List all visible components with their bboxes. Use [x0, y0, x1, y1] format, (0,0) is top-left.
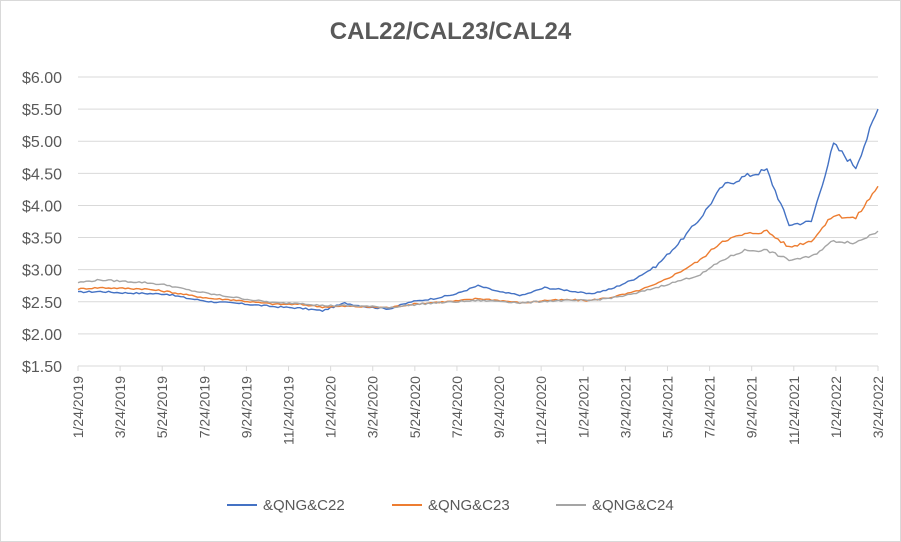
- y-tick-label: $4.00: [22, 198, 62, 215]
- legend-label: &QNG&C24: [592, 497, 674, 514]
- y-tick-label: $4.50: [22, 166, 62, 183]
- x-tick-label: 3/24/2021: [617, 376, 633, 438]
- y-tick-label: $5.00: [22, 134, 62, 151]
- legend: &QNG&C22 &QNG&C23 &QNG&C24: [227, 497, 674, 514]
- x-tick-label: 5/24/2020: [407, 376, 423, 438]
- x-tick-label: 7/24/2020: [449, 376, 465, 438]
- x-axis-ticks: 1/24/2019 3/24/2019 5/24/2019 7/24/2019 9/24…: [70, 376, 886, 445]
- x-tick-label: 7/24/2019: [196, 376, 212, 438]
- x-tick-label: 3/24/2020: [365, 376, 381, 438]
- x-tick-label: 9/24/2020: [491, 376, 507, 438]
- x-tick-label: 9/24/2021: [744, 376, 760, 438]
- x-tick-label: 11/24/2021: [786, 376, 802, 445]
- gridlines: [77, 76, 879, 371]
- series-lines: [77, 108, 879, 312]
- x-tick-label: 9/24/2019: [238, 376, 254, 438]
- y-tick-label: $5.50: [22, 102, 62, 119]
- y-tick-label: $3.50: [22, 231, 62, 248]
- x-tick-label: 5/24/2021: [659, 376, 675, 438]
- x-tick-label: 5/24/2019: [154, 376, 170, 438]
- x-tick-label: 3/24/2019: [112, 376, 128, 438]
- x-tick-label: 11/24/2020: [533, 376, 549, 445]
- y-tick-label: $2.00: [22, 327, 62, 344]
- series-line: [77, 185, 879, 309]
- x-tick-label: 1/24/2020: [323, 376, 339, 438]
- series-line: [77, 108, 879, 312]
- x-tick-label: 3/24/2022: [870, 376, 886, 438]
- y-tick-label: $6.00: [22, 70, 62, 87]
- chart-title: CAL22/CAL23/CAL24: [329, 18, 572, 45]
- legend-label: &QNG&C23: [428, 497, 510, 514]
- x-tick-label: 1/24/2021: [575, 376, 591, 438]
- x-tick-label: 11/24/2019: [281, 376, 297, 445]
- legend-label: &QNG&C22: [263, 497, 345, 514]
- series-line: [77, 230, 879, 309]
- x-tick-label: 1/24/2022: [828, 376, 844, 438]
- y-tick-label: $1.50: [22, 359, 62, 376]
- x-tick-label: 7/24/2021: [702, 376, 718, 438]
- x-tick-label: 1/24/2019: [70, 376, 86, 438]
- y-tick-label: $3.00: [22, 263, 62, 280]
- y-axis-ticks: $1.50 $2.00 $2.50 $3.00 $3.50 $4.00 $4.50 $5.00…: [22, 70, 62, 376]
- y-tick-label: $2.50: [22, 295, 62, 312]
